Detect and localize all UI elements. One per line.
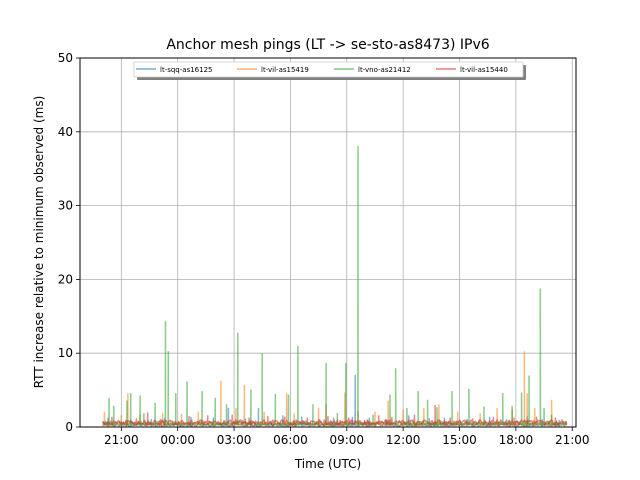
chart-title: Anchor mesh pings (LT -> se-sto-as8473) … (166, 37, 489, 53)
ticks: 21:00 00:00 03:00 06:00 09:00 12:00 15:00 18:00… (58, 51, 590, 447)
plot-frame (79, 57, 577, 428)
series-line-lt-vil-as15440 (101, 404, 568, 426)
x-tick-label: 21:00 (555, 433, 590, 447)
legend: lt-sqq-as16125 lt-vil-as15419 lt-vno-as214… (133, 61, 526, 80)
y-tick-label: 20 (58, 272, 73, 286)
legend-label: lt-vil-as15440 (460, 66, 508, 74)
legend-label: lt-vno-as21412 (358, 66, 411, 74)
x-tick-label: 09:00 (329, 433, 364, 447)
x-axis-label: Time (UTC) (294, 457, 361, 471)
y-tick-label: 40 (58, 125, 73, 139)
x-tick-label: 03:00 (217, 433, 252, 447)
y-tick-label: 30 (58, 199, 73, 213)
x-tick-label: 00:00 (160, 433, 195, 447)
legend-label: lt-sqq-as16125 (160, 66, 212, 74)
x-tick-label: 06:00 (273, 433, 308, 447)
x-tick-label: 18:00 (499, 433, 534, 447)
legend-label: lt-vil-as15419 (261, 66, 309, 74)
legend-box (133, 61, 524, 78)
y-tick-label: 0 (65, 420, 73, 434)
x-tick-label: 15:00 (442, 433, 477, 447)
series-layer (101, 145, 568, 427)
x-tick-label: 12:00 (386, 433, 421, 447)
y-tick-label: 10 (58, 346, 73, 360)
y-tick-label: 50 (58, 51, 73, 65)
x-tick-label: 21:00 (104, 433, 139, 447)
y-axis-label: RTT increase relative to minimum observe… (32, 96, 46, 389)
